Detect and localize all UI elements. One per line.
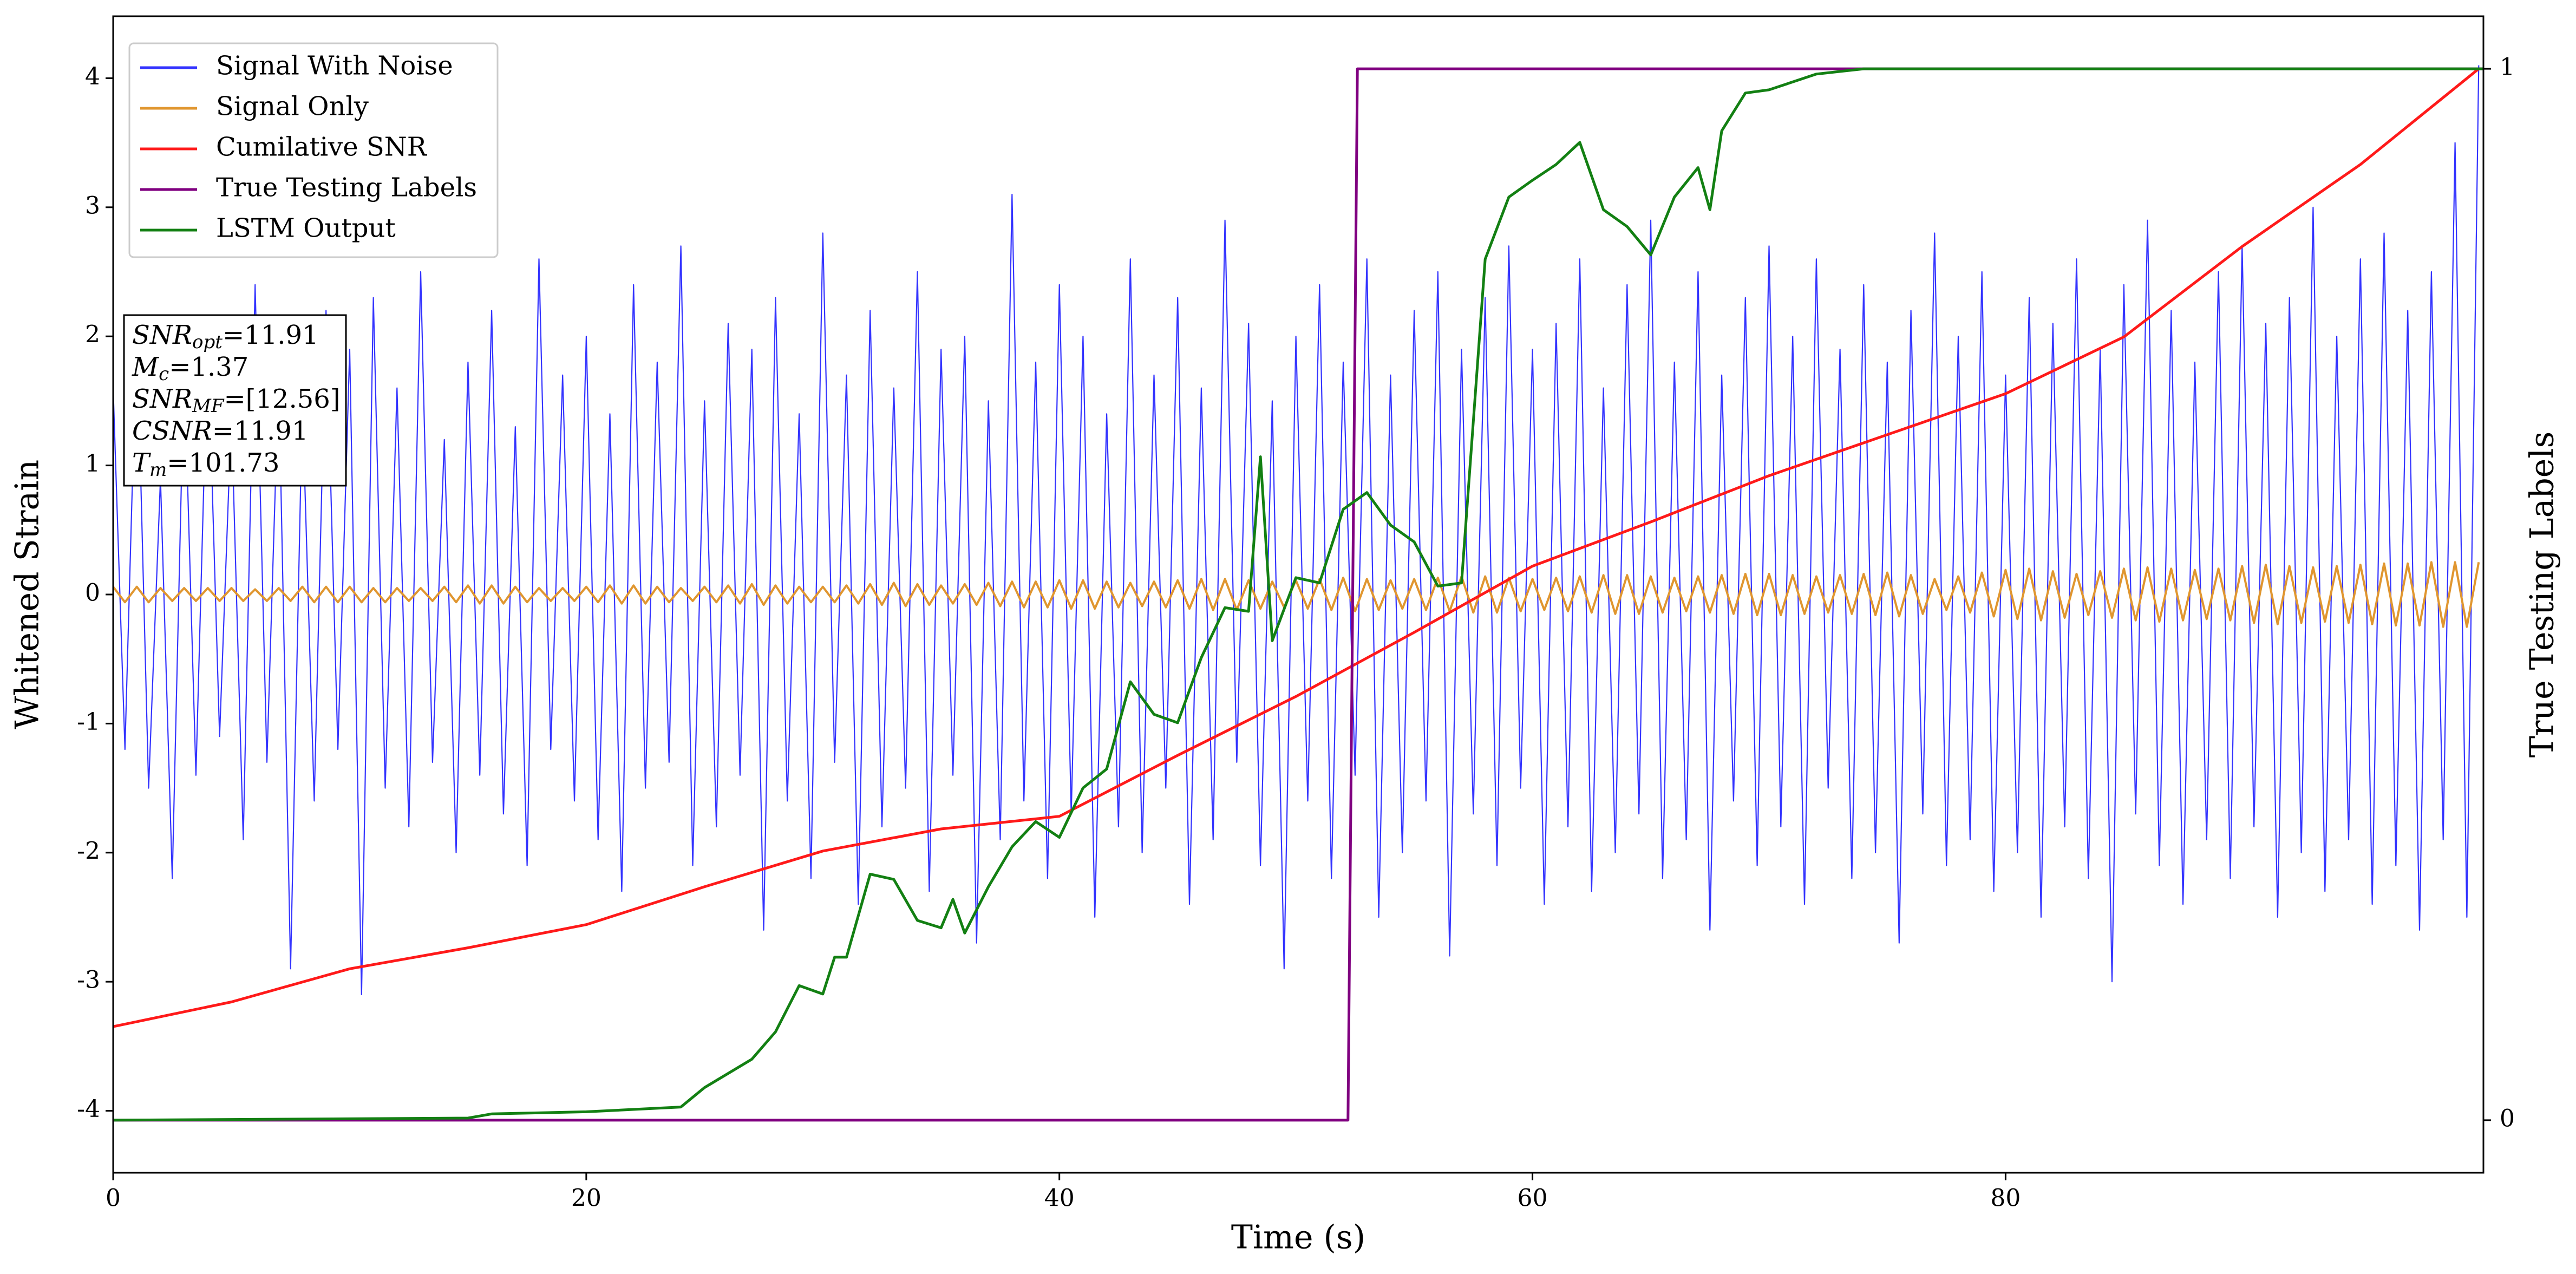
legend-label: Signal Only — [216, 92, 369, 122]
y-tick-label: 1 — [85, 450, 100, 478]
annotation-symbol: SNR — [132, 384, 192, 414]
legend-label: LSTM Output — [216, 213, 396, 244]
y2-tick-label: 1 — [2500, 54, 2515, 81]
annotation-subscript: c — [159, 363, 169, 385]
annotation-text: =11.91 — [223, 320, 319, 350]
annotation-text: =[12.56] — [224, 384, 340, 414]
annotation: SNRMF=[12.56] — [132, 384, 341, 417]
annotation-subscript: opt — [192, 331, 223, 353]
annotation-symbol: M — [132, 352, 160, 382]
annotation-text: =1.37 — [169, 352, 249, 382]
y-axis-label: Whitened Strain — [9, 460, 47, 729]
annotation-subscript: m — [149, 459, 167, 481]
y-tick-label: -2 — [77, 837, 100, 865]
annotation-text: =11.91 — [212, 416, 309, 446]
annotation-symbol: CSNR — [132, 416, 212, 446]
plot-frame — [112, 15, 2485, 1174]
annotation-symbol: T — [132, 448, 151, 478]
annotation-box: SNRopt=11.91Mc=1.37SNRMF=[12.56]CSNR=11.… — [123, 314, 347, 487]
annotation: SNRopt=11.91 — [132, 320, 319, 354]
y-tick-label: 4 — [85, 63, 100, 90]
annotation-subscript: MF — [192, 395, 225, 417]
annotation: CSNR=11.91 — [132, 416, 308, 446]
x-tick-label: 60 — [1518, 1185, 1548, 1212]
legend: Signal With Noise Signal Only Cumilative S… — [128, 42, 499, 258]
x-tick-label: 40 — [1044, 1185, 1075, 1212]
x-tick-label: 20 — [571, 1185, 601, 1212]
legend-label: Signal With Noise — [216, 51, 453, 81]
legend-label: True Testing Labels — [216, 173, 477, 203]
plot-area — [113, 65, 2483, 1122]
series-line — [113, 65, 2480, 996]
y2-axis-label: True Testing Labels — [2523, 432, 2561, 758]
series-line — [113, 67, 2483, 1122]
annotation-text: =101.73 — [167, 448, 279, 478]
legend-box — [128, 42, 499, 258]
y-tick-label: -3 — [77, 966, 100, 994]
y-tick-label: 2 — [85, 321, 100, 349]
x-tick-label: 0 — [106, 1185, 121, 1212]
y-tick-label: 0 — [85, 579, 100, 607]
series-line — [113, 68, 2480, 1028]
y-tick-label: -4 — [77, 1095, 100, 1123]
legend-label: Cumilative SNR — [216, 132, 428, 162]
annotation-symbol: SNR — [132, 320, 192, 350]
annotation: Tm=101.73 — [132, 448, 279, 481]
y2-tick-label: 0 — [2500, 1105, 2515, 1132]
x-axis-label: Time (s) — [1231, 1219, 1365, 1257]
y-tick-label: -1 — [77, 708, 100, 736]
annotation: Mc=1.37 — [132, 352, 249, 386]
x-tick-label: 80 — [1990, 1185, 2021, 1212]
y-tick-label: 3 — [85, 192, 100, 219]
annotation-frame — [123, 314, 347, 487]
